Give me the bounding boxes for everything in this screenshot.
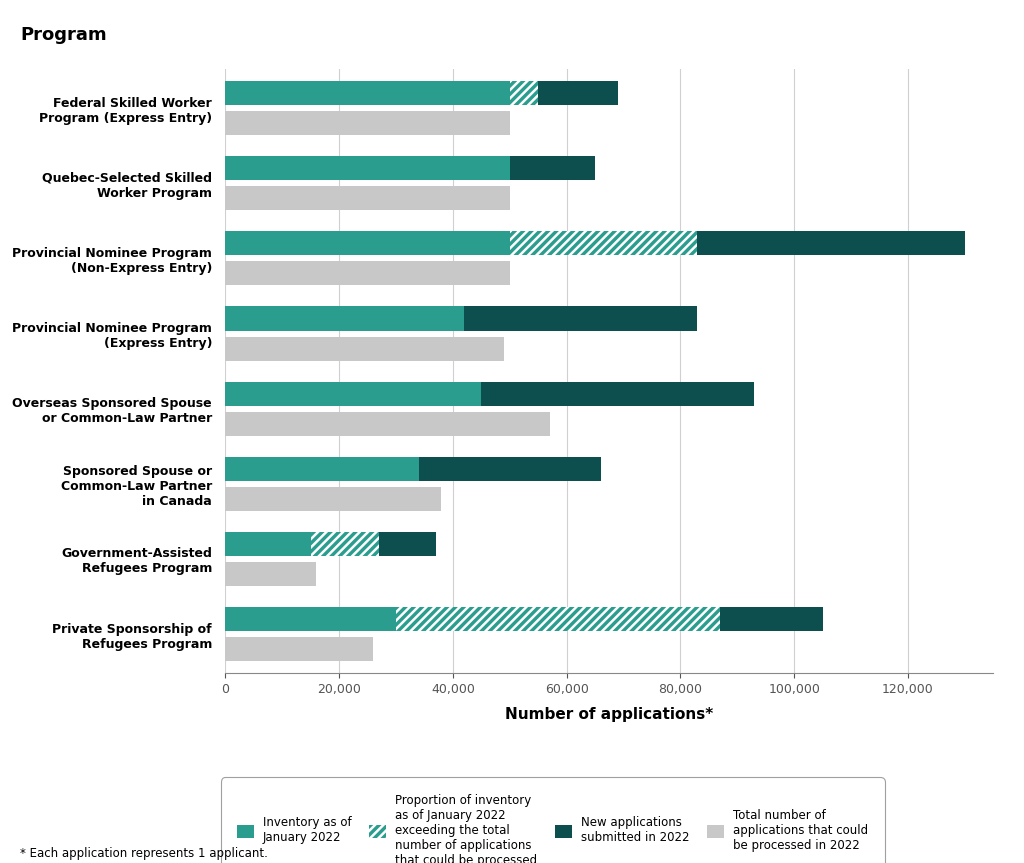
Bar [225,81,510,105]
Bar [225,156,510,180]
X-axis label: Number of applications*: Number of applications* [505,707,714,722]
Bar [510,231,697,255]
Bar [310,532,379,556]
Bar [225,337,504,361]
Text: * Each application represents 1 applicant.: * Each application represents 1 applican… [20,847,268,860]
Bar [419,457,601,481]
Bar [225,412,550,436]
Bar [225,532,310,556]
Bar [510,81,539,105]
Bar [396,607,720,631]
Bar [539,81,617,105]
Bar [225,607,396,631]
Bar [225,231,510,255]
Bar [225,562,316,586]
Text: Program: Program [20,26,108,44]
Bar [225,637,373,661]
Bar [225,306,464,331]
Bar [225,111,510,135]
Bar [720,607,822,631]
Bar [225,261,510,286]
Bar [481,381,755,406]
Bar [225,186,510,211]
Bar [510,156,595,180]
Bar [225,487,441,511]
Bar [697,231,965,255]
Bar [225,457,419,481]
Bar [464,306,697,331]
Bar [225,381,481,406]
Bar [379,532,436,556]
Legend: Inventory as of
January 2022, Proportion of inventory
as of January 2022
exceedi: Inventory as of January 2022, Proportion… [225,782,881,863]
